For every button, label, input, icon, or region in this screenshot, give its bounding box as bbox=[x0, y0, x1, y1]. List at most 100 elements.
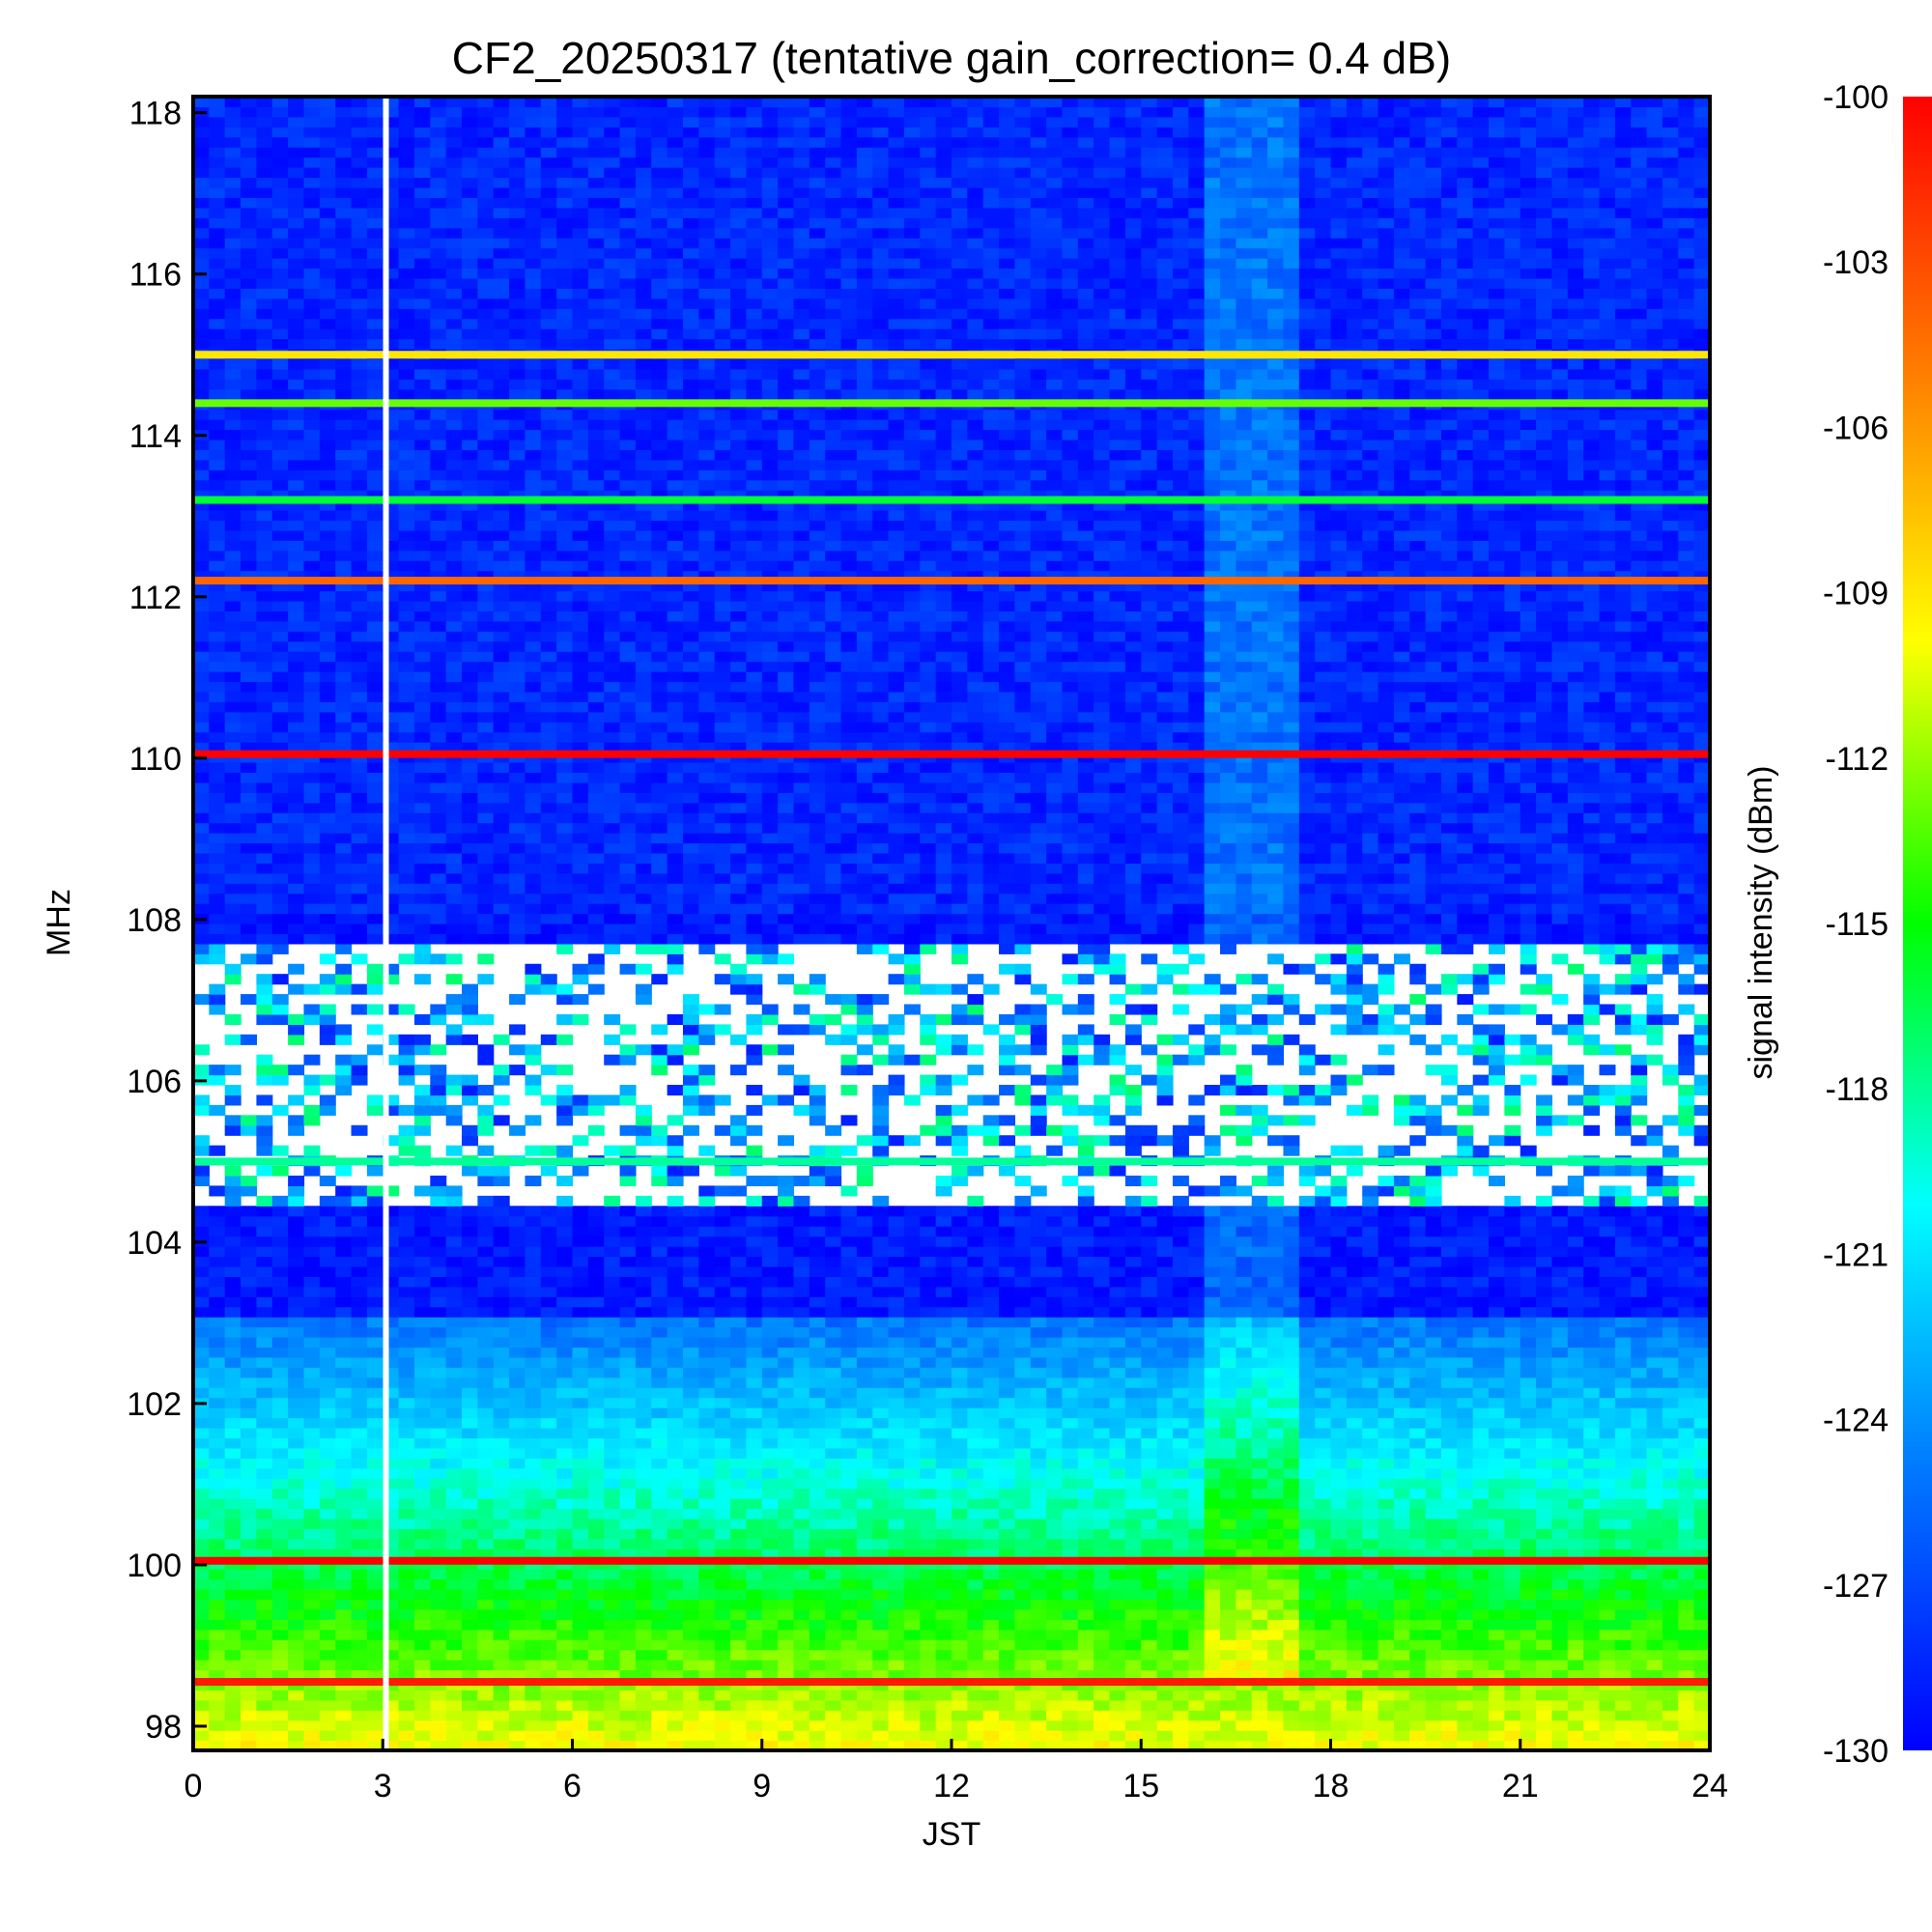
heatmap-cell bbox=[1315, 1256, 1332, 1267]
heatmap-cell bbox=[1662, 1296, 1679, 1308]
heatmap-cell bbox=[1646, 1518, 1663, 1529]
heatmap-cell bbox=[667, 1619, 684, 1631]
heatmap-cell bbox=[572, 1467, 589, 1479]
heatmap-cell bbox=[1220, 1326, 1236, 1338]
heatmap-cell bbox=[1298, 1588, 1316, 1601]
heatmap-cell bbox=[1298, 1276, 1316, 1288]
heatmap-cell bbox=[335, 1417, 353, 1429]
heatmap-cell bbox=[1409, 1226, 1427, 1237]
heatmap-cell bbox=[619, 1569, 637, 1580]
heatmap-cell bbox=[319, 1377, 336, 1388]
heatmap-cell bbox=[493, 1588, 510, 1601]
heatmap-cell bbox=[572, 1548, 589, 1560]
heatmap-cell bbox=[1472, 1690, 1490, 1701]
heatmap-cell bbox=[1172, 1478, 1189, 1490]
heatmap-cell bbox=[651, 1578, 668, 1590]
heatmap-cell bbox=[1172, 1619, 1189, 1631]
heatmap-cell bbox=[1220, 1528, 1236, 1540]
heatmap-cell bbox=[635, 1326, 652, 1338]
heatmap-cell bbox=[271, 1458, 289, 1469]
heatmap-cell bbox=[604, 1437, 621, 1449]
heatmap-cell bbox=[271, 1337, 289, 1349]
heatmap-cell bbox=[335, 1437, 353, 1449]
heatmap-cell bbox=[982, 1347, 1000, 1358]
heatmap-cell bbox=[1077, 1397, 1094, 1408]
heatmap-cell bbox=[303, 1488, 321, 1499]
heatmap-cell bbox=[793, 1397, 810, 1408]
heatmap-cell bbox=[241, 1538, 258, 1549]
heatmap-cell bbox=[1109, 1317, 1126, 1328]
heatmap-cell bbox=[241, 1407, 258, 1419]
heatmap-cell bbox=[1551, 1548, 1569, 1560]
heatmap-cell bbox=[493, 1458, 510, 1469]
heatmap-cell bbox=[967, 1367, 984, 1378]
heatmap-cell bbox=[398, 1690, 415, 1701]
heatmap-cell bbox=[1409, 1588, 1427, 1601]
heatmap-cell bbox=[1188, 1256, 1206, 1267]
heatmap-cell bbox=[1156, 1427, 1174, 1438]
heatmap-cell bbox=[604, 1226, 621, 1237]
heatmap-cell bbox=[682, 1599, 699, 1610]
heatmap-cell bbox=[1440, 1276, 1458, 1288]
heatmap-cell bbox=[999, 1417, 1016, 1429]
heatmap-cell bbox=[872, 1397, 890, 1408]
heatmap-cell bbox=[1251, 1488, 1268, 1499]
heatmap-cell bbox=[1077, 1296, 1094, 1308]
heatmap-cell bbox=[1504, 1377, 1521, 1388]
heatmap-cell bbox=[1330, 1306, 1348, 1318]
heatmap-cell bbox=[540, 1417, 557, 1429]
heatmap-cell bbox=[1283, 1407, 1300, 1419]
heatmap-cell bbox=[1599, 1538, 1616, 1549]
heatmap-cell bbox=[1646, 1528, 1663, 1540]
heatmap-cell bbox=[698, 1488, 716, 1499]
heatmap-cell bbox=[366, 1417, 384, 1429]
heatmap-cell bbox=[1046, 1246, 1064, 1258]
heatmap-cell bbox=[667, 1538, 684, 1549]
heatmap-cell bbox=[256, 1347, 273, 1358]
heatmap-cell bbox=[604, 1699, 621, 1711]
heatmap-cell bbox=[982, 1548, 1000, 1560]
heatmap-cell bbox=[1693, 1710, 1710, 1721]
heatmap-cell bbox=[1267, 1437, 1285, 1449]
heatmap-cell bbox=[1046, 1569, 1064, 1580]
heatmap-cell bbox=[604, 1286, 621, 1297]
heatmap-cell bbox=[319, 1265, 336, 1277]
heatmap-cell bbox=[1631, 1236, 1648, 1247]
heatmap-cell bbox=[856, 1356, 873, 1368]
heatmap-cell bbox=[224, 1508, 242, 1520]
heatmap-cell bbox=[746, 1377, 763, 1388]
heatmap-cell bbox=[430, 1236, 447, 1247]
heatmap-cell bbox=[635, 1356, 652, 1368]
heatmap-cell bbox=[1062, 1427, 1079, 1438]
heatmap-cell bbox=[1330, 1226, 1348, 1237]
heatmap-cell bbox=[271, 1296, 289, 1308]
heatmap-cell bbox=[1236, 1619, 1253, 1631]
heatmap-cell bbox=[1156, 1690, 1174, 1701]
heatmap-cell bbox=[1551, 1619, 1569, 1631]
heatmap-cell bbox=[1425, 1669, 1442, 1681]
heatmap-cell bbox=[1599, 1397, 1616, 1408]
heatmap-cell bbox=[1536, 1719, 1553, 1731]
heatmap-cell bbox=[714, 1296, 731, 1308]
heatmap-cell bbox=[1046, 1488, 1064, 1499]
heatmap-cell bbox=[1346, 1649, 1363, 1661]
heatmap-cell bbox=[1141, 1569, 1158, 1580]
heatmap-cell bbox=[872, 1296, 890, 1308]
heatmap-cell bbox=[319, 1710, 336, 1721]
heatmap-cell bbox=[825, 1427, 842, 1438]
heatmap-cell bbox=[1614, 1417, 1632, 1429]
heatmap-cell bbox=[241, 1508, 258, 1520]
heatmap-cell bbox=[462, 1236, 478, 1247]
heatmap-cell bbox=[1472, 1437, 1490, 1449]
heatmap-cell bbox=[1489, 1437, 1505, 1449]
heatmap-cell bbox=[556, 1498, 574, 1510]
heatmap-cell bbox=[1109, 1578, 1126, 1590]
heatmap-cell bbox=[462, 1387, 478, 1399]
heatmap-cell bbox=[1172, 1699, 1189, 1711]
heatmap-cell bbox=[224, 1377, 242, 1388]
heatmap-cell bbox=[351, 1407, 368, 1419]
heatmap-cell bbox=[1330, 1276, 1348, 1288]
heatmap-cell bbox=[635, 1578, 652, 1590]
heatmap-cell bbox=[193, 1518, 210, 1529]
heatmap-cell bbox=[430, 1599, 447, 1610]
